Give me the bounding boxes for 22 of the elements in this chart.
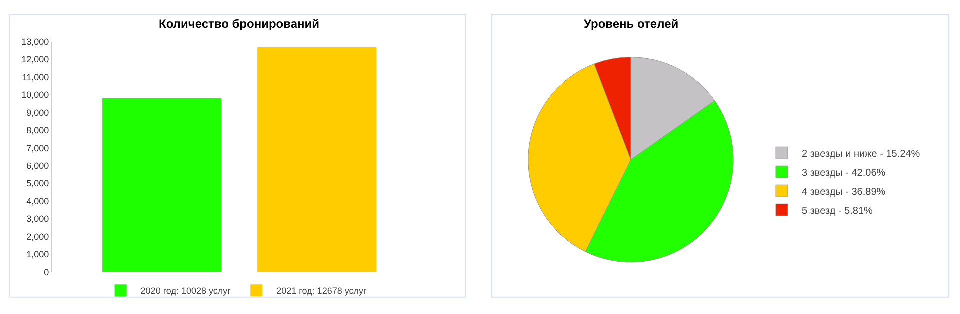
y-tick-label: 9,000 — [26, 108, 50, 118]
chart-title: Уровень отелей — [584, 17, 679, 31]
y-tick-label: 6,000 — [26, 161, 50, 172]
y-tick-label: 3,000 — [26, 214, 50, 224]
legend-label: 2020 год: 10028 услуг — [140, 286, 232, 296]
y-tick-label: 5,000 — [26, 178, 50, 189]
y-tick-label: 10,000 — [22, 90, 50, 100]
chart-title: Количество бронирований — [159, 17, 320, 31]
legend-label: 2021 год: 12678 услуг — [276, 286, 368, 296]
y-tick-label: 4,000 — [26, 196, 50, 206]
y-tick-label: 2,000 — [26, 232, 50, 242]
legend-label: 3 звезды - 42.06% — [802, 168, 886, 180]
y-tick-label: 7,000 — [26, 143, 50, 154]
y-tick-label: 11,000 — [22, 72, 50, 82]
y-tick-label: 13,000 — [22, 36, 50, 47]
legend-label: 5 звезд - 5.81% — [802, 206, 874, 218]
y-tick-label: 8,000 — [26, 126, 50, 136]
y-tick-label: 1,000 — [26, 250, 50, 260]
y-tick-label: 12,000 — [22, 54, 50, 65]
legend-label: 2 звезды и ниже - 15.24% — [802, 149, 920, 160]
legend-label: 4 звезды - 36.89% — [802, 187, 886, 198]
y-tick-label: 0 — [44, 267, 50, 278]
